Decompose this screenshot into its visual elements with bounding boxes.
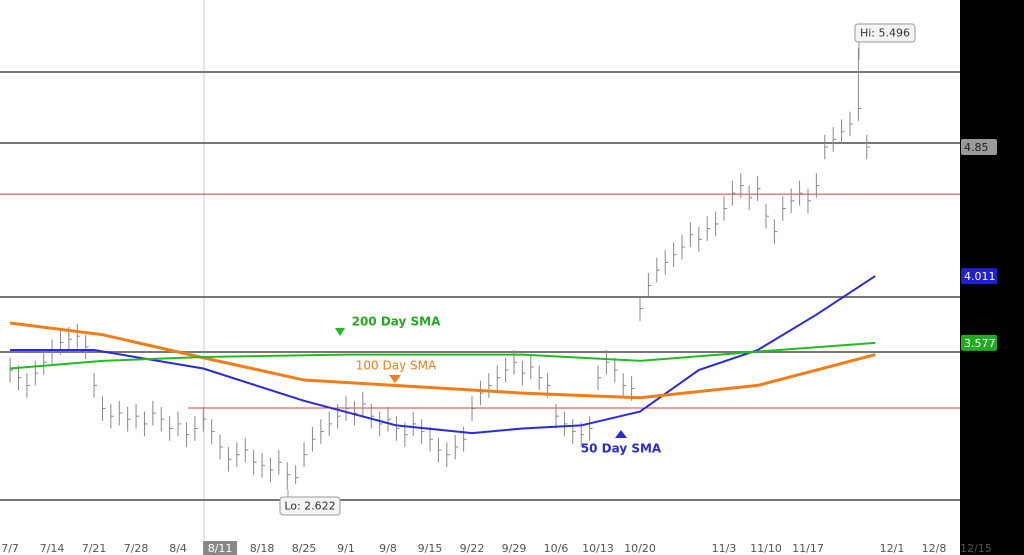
sma-marker bbox=[389, 375, 401, 383]
price-tag-label: 3.577 bbox=[964, 337, 996, 350]
x-tick-label: 12/1 bbox=[880, 542, 905, 555]
plot-area bbox=[0, 0, 960, 540]
sma-line bbox=[9, 341, 876, 370]
price-tag bbox=[961, 139, 997, 156]
x-tick-label: 9/1 bbox=[337, 542, 355, 555]
sma-line bbox=[9, 321, 876, 400]
sma-label: 100 Day SMA bbox=[356, 359, 437, 373]
x-tick-label: 8/4 bbox=[169, 542, 187, 555]
high-callout: Hi: 5.496 bbox=[860, 27, 910, 40]
x-tick-label: 9/15 bbox=[418, 542, 443, 555]
x-tick-label: 10/20 bbox=[624, 542, 656, 555]
x-tick-label: 11/10 bbox=[750, 542, 782, 555]
callout-box bbox=[279, 496, 341, 516]
x-tick-label: 8/18 bbox=[250, 542, 275, 555]
price-tag bbox=[961, 334, 997, 351]
x-tick-label: 7/7 bbox=[1, 542, 19, 555]
x-tick-label: 9/22 bbox=[460, 542, 485, 555]
sma-label: 50 Day SMA bbox=[581, 442, 662, 456]
sma-label: 200 Day SMA bbox=[352, 315, 442, 329]
x-tick-label: 9/8 bbox=[379, 542, 397, 555]
sma-marker bbox=[615, 430, 627, 438]
low-callout: Lo: 2.622 bbox=[284, 500, 335, 513]
x-tick-label: 9/29 bbox=[502, 542, 527, 555]
x-tick-label: 12/8 bbox=[922, 542, 947, 555]
x-tick-label: 11/3 bbox=[712, 542, 737, 555]
x-tick-label: 10/13 bbox=[582, 542, 614, 555]
callout-box bbox=[854, 23, 916, 43]
x-tick-label: 12/15 bbox=[960, 542, 992, 555]
sma-line bbox=[10, 275, 876, 435]
x-tick-label: 10/6 bbox=[544, 542, 569, 555]
x-tick-label: 8/11 bbox=[208, 542, 233, 555]
x-tick-label: 8/25 bbox=[292, 542, 317, 555]
x-tick-label: 7/21 bbox=[82, 542, 107, 555]
price-tag-label: 4.011 bbox=[964, 270, 996, 283]
price-tag bbox=[961, 268, 997, 285]
layer: 7/7 7/14 7/21 7/28 8/4 8/11 8/18 8/25 9/1 9/8 9/15… bbox=[0, 47, 992, 555]
x-tick-label: 11/17 bbox=[792, 542, 824, 555]
x-tick-label: 7/14 bbox=[40, 542, 65, 555]
x-tick-label: 7/28 bbox=[124, 542, 149, 555]
price-tag-label: 4.85 bbox=[964, 141, 989, 154]
x-tick-highlight bbox=[203, 541, 238, 555]
sma-marker bbox=[335, 328, 345, 336]
